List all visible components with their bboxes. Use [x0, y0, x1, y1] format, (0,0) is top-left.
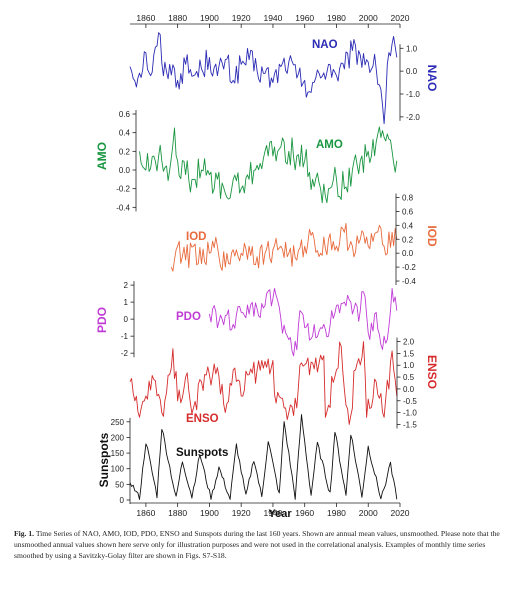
y-tick-label: 0 [124, 315, 129, 324]
series-line-enso [129, 341, 398, 425]
y-tick-label: -1.5 [403, 420, 417, 429]
bottom-x-tick-label: 1920 [232, 508, 251, 518]
y-tick-label: 50 [115, 480, 124, 489]
y-tick-label: 1.0 [403, 361, 415, 370]
y-tick-label: 200 [111, 433, 125, 442]
y-tick-label: 0.0 [119, 166, 131, 175]
series-line-iod [170, 223, 398, 272]
top-x-tick-label: 1900 [200, 13, 219, 23]
y-tick-label: -2.0 [406, 113, 420, 122]
bottom-x-tick-label: 1980 [327, 508, 346, 518]
y-tick-label: 2.0 [403, 338, 415, 347]
y-tick-label: 1.0 [406, 44, 418, 53]
y-tick-label: 0.6 [402, 207, 414, 216]
y-tick-label: 100 [111, 465, 125, 474]
y-tick-label: -0.4 [116, 203, 130, 212]
axis-title-enso: ENSO [425, 355, 439, 389]
panel-sunspots: 250 200 150 100 50 0 Sunspots Sunspots [97, 414, 398, 505]
y-tick-label: 0.4 [119, 129, 131, 138]
y-tick-label: 1 [124, 298, 129, 307]
y-tick-label: 0.8 [402, 193, 414, 202]
y-tick-label: 0 [120, 496, 125, 505]
y-tick-label: -0.4 [402, 277, 416, 286]
bottom-x-tick-label: 1860 [136, 508, 155, 518]
multi-panel-time-series-chart: 1860 1880 1900 1920 1940 1960 1980 2000 2020 186… [95, 13, 439, 520]
top-x-tick-label: 2020 [391, 13, 410, 23]
y-tick-label: -1.0 [406, 90, 420, 99]
bottom-x-tick-label: 1940 [263, 508, 282, 518]
top-x-tick-label: 1880 [168, 13, 187, 23]
panel-amo: 0.6 0.4 0.2 0.0 -0.2 -0.4 AMO AMO [95, 110, 398, 212]
bottom-x-axis: 1860 1880 1900 1920 1940 1960 1980 2000 2020 [130, 502, 410, 518]
bottom-x-tick-label: 2020 [391, 508, 410, 518]
y-tick-label: 1.5 [403, 349, 415, 358]
bottom-x-tick-label: 1880 [168, 508, 187, 518]
x-axis-label: Year [268, 508, 292, 520]
axis-title-amo: AMO [95, 142, 109, 170]
axis-title-pdo: PDO [95, 307, 109, 333]
top-x-tick-label: 1980 [327, 13, 346, 23]
y-tick-label: 150 [111, 449, 125, 458]
y-tick-label: 0.2 [119, 147, 131, 156]
series-label-iod: IOD [186, 231, 206, 243]
y-tick-label: 0.2 [402, 235, 414, 244]
panel-nao: 1.0 0.0 -1.0 -2.0 NAO NAO [129, 32, 439, 125]
axis-title-sunspots: Sunspots [97, 432, 111, 487]
series-line-amo [139, 126, 398, 204]
series-label-enso: ENSO [186, 413, 219, 425]
axis-title-iod: IOD [425, 225, 439, 247]
y-tick-label: -1.0 [403, 409, 417, 418]
series-line-pdo [208, 288, 398, 357]
series-label-nao: NAO [312, 39, 338, 51]
series-label-pdo: PDO [176, 311, 201, 323]
caption-label: Fig. 1. [14, 529, 35, 538]
y-tick-label: 0.0 [406, 67, 418, 76]
y-tick-label: 2 [124, 281, 129, 290]
bottom-x-tick-label: 1900 [200, 508, 219, 518]
caption-text: Time Series of NAO, AMO, IOD, PDO, ENSO … [14, 529, 500, 560]
top-x-tick-label: 1960 [295, 13, 314, 23]
series-label-sunspots: Sunspots [176, 447, 228, 459]
panel-pdo: 2 1 0 -1 -2 PDO PDO [95, 281, 398, 358]
bottom-x-tick-label: 1960 [295, 508, 314, 518]
y-tick-label: -2 [121, 349, 129, 358]
y-tick-label: -0.5 [403, 397, 417, 406]
top-x-tick-label: 1860 [136, 13, 155, 23]
y-tick-label: -0.2 [116, 185, 130, 194]
y-tick-label: 0.0 [403, 385, 415, 394]
y-tick-label: -1 [121, 332, 129, 341]
figure-caption: Fig. 1. Time Series of NAO, AMO, IOD, PD… [14, 528, 514, 561]
y-tick-label: 0.6 [119, 110, 131, 119]
y-tick-label: 0.5 [403, 373, 415, 382]
series-label-amo: AMO [316, 139, 343, 151]
series-line-sunspots [129, 414, 398, 500]
top-x-tick-label: 1940 [263, 13, 282, 23]
y-tick-label: -0.2 [402, 263, 416, 272]
top-x-axis: 1860 1880 1900 1920 1940 1960 1980 2000 2020 [130, 13, 410, 28]
top-x-tick-label: 2000 [359, 13, 378, 23]
bottom-x-tick-label: 2000 [359, 508, 378, 518]
y-tick-label: 0.4 [402, 221, 414, 230]
y-tick-label: 250 [111, 418, 125, 427]
series-line-nao [129, 32, 398, 125]
top-x-tick-label: 1920 [232, 13, 251, 23]
chart-panels: 1.0 0.0 -1.0 -2.0 NAO NAO 0.6 0.4 0.2 0.0 -0.2 -0.4… [95, 32, 439, 505]
y-tick-label: 0.0 [402, 249, 414, 258]
panel-iod: 0.8 0.6 0.4 0.2 0.0 -0.2 -0.4 IOD IOD [170, 193, 439, 286]
axis-title-nao: NAO [425, 65, 439, 92]
panel-enso: 2.0 1.5 1.0 0.5 0.0 -0.5 -1.0 -1.5 ENSO ENSO [129, 337, 439, 429]
